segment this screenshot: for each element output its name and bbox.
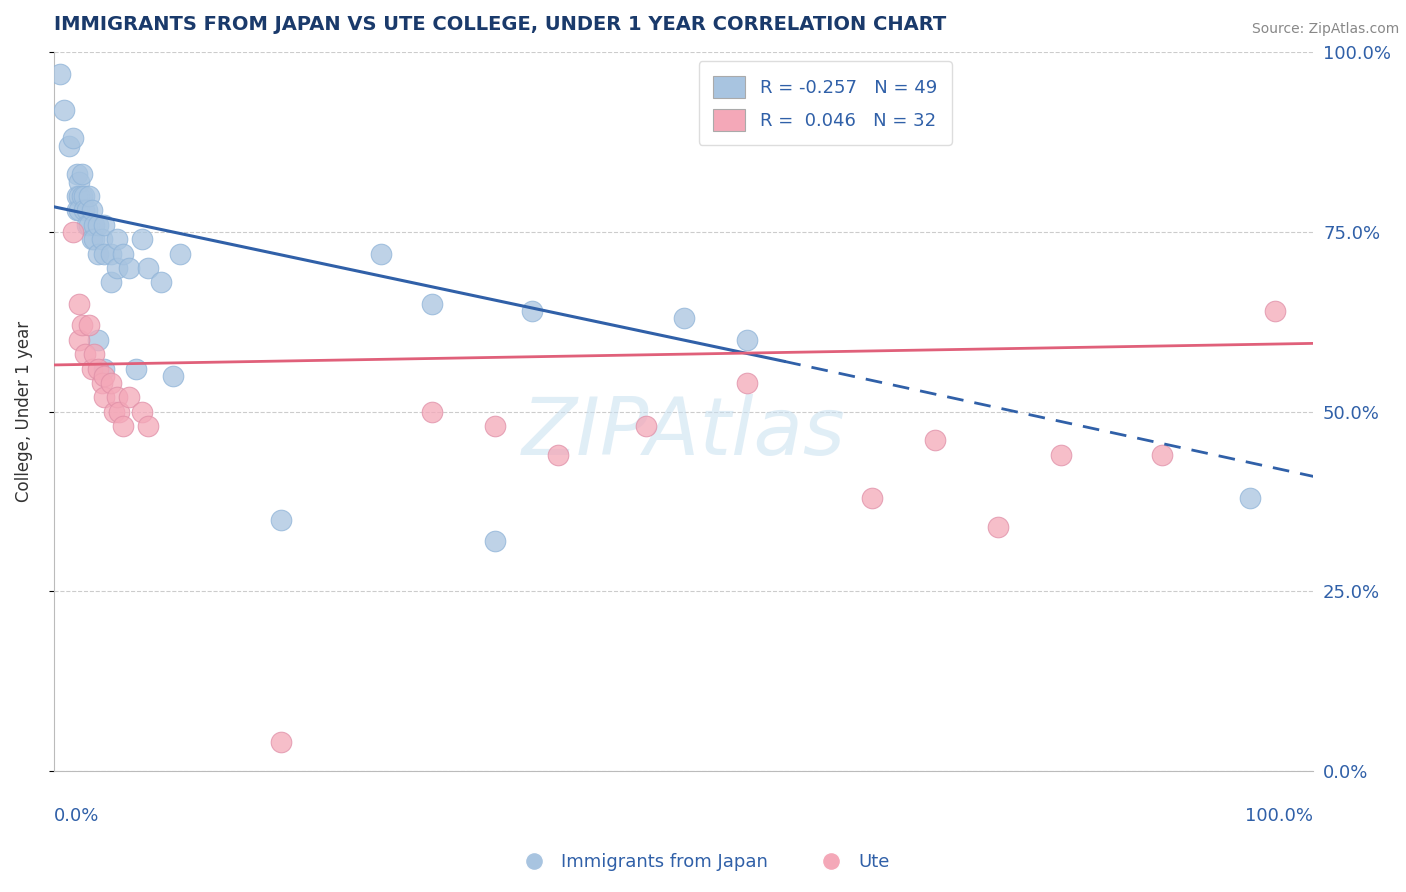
Text: 0.0%: 0.0% xyxy=(53,807,100,825)
Legend: Immigrants from Japan, Ute: Immigrants from Japan, Ute xyxy=(509,847,897,879)
Point xyxy=(90,376,112,390)
Point xyxy=(522,304,544,318)
Point xyxy=(136,419,159,434)
Point xyxy=(67,203,90,218)
Point xyxy=(125,361,148,376)
Point xyxy=(87,246,110,260)
Point xyxy=(67,189,90,203)
Point xyxy=(70,168,93,182)
Point xyxy=(100,246,122,260)
Point xyxy=(76,218,98,232)
Text: 100.0%: 100.0% xyxy=(1246,807,1313,825)
Point xyxy=(77,218,100,232)
Point xyxy=(547,448,569,462)
Legend: R = -0.257   N = 49, R =  0.046   N = 32: R = -0.257 N = 49, R = 0.046 N = 32 xyxy=(699,62,952,145)
Point xyxy=(67,297,90,311)
Point xyxy=(70,189,93,203)
Point xyxy=(105,260,128,275)
Point xyxy=(420,405,443,419)
Point xyxy=(1152,448,1174,462)
Point xyxy=(370,246,392,260)
Point xyxy=(484,534,506,549)
Point xyxy=(80,203,103,218)
Point xyxy=(83,218,105,232)
Point xyxy=(65,203,87,218)
Point xyxy=(93,390,115,404)
Point xyxy=(93,361,115,376)
Text: ZIPAtlas: ZIPAtlas xyxy=(522,394,845,472)
Point xyxy=(62,131,84,145)
Text: Source: ZipAtlas.com: Source: ZipAtlas.com xyxy=(1251,22,1399,37)
Point xyxy=(484,419,506,434)
Point xyxy=(270,735,292,749)
Point xyxy=(1050,448,1073,462)
Point xyxy=(65,189,87,203)
Point xyxy=(735,376,758,390)
Point xyxy=(131,232,153,246)
Point xyxy=(169,246,191,260)
Point xyxy=(87,333,110,347)
Point xyxy=(93,368,115,383)
Point xyxy=(105,390,128,404)
Point xyxy=(87,218,110,232)
Point xyxy=(136,260,159,275)
Point xyxy=(73,203,96,218)
Point xyxy=(420,297,443,311)
Point xyxy=(100,376,122,390)
Point xyxy=(100,275,122,289)
Point xyxy=(131,405,153,419)
Point xyxy=(83,232,105,246)
Point xyxy=(118,390,141,404)
Point xyxy=(1239,491,1261,505)
Point xyxy=(67,333,90,347)
Point xyxy=(65,168,87,182)
Point xyxy=(162,368,184,383)
Point xyxy=(270,512,292,526)
Point xyxy=(108,405,131,419)
Point xyxy=(987,519,1010,533)
Point xyxy=(70,318,93,333)
Point xyxy=(1264,304,1286,318)
Point xyxy=(67,175,90,189)
Point xyxy=(76,203,98,218)
Point xyxy=(112,246,135,260)
Point xyxy=(93,218,115,232)
Point xyxy=(735,333,758,347)
Point xyxy=(58,138,80,153)
Point xyxy=(83,347,105,361)
Point xyxy=(672,311,695,326)
Y-axis label: College, Under 1 year: College, Under 1 year xyxy=(15,321,32,502)
Point xyxy=(90,232,112,246)
Text: IMMIGRANTS FROM JAPAN VS UTE COLLEGE, UNDER 1 YEAR CORRELATION CHART: IMMIGRANTS FROM JAPAN VS UTE COLLEGE, UN… xyxy=(53,15,946,34)
Point xyxy=(862,491,884,505)
Point xyxy=(77,189,100,203)
Point xyxy=(149,275,172,289)
Point xyxy=(75,347,97,361)
Point xyxy=(62,225,84,239)
Point xyxy=(52,103,75,117)
Point xyxy=(93,246,115,260)
Point xyxy=(924,434,946,448)
Point xyxy=(73,189,96,203)
Point xyxy=(112,419,135,434)
Point xyxy=(87,361,110,376)
Point xyxy=(77,318,100,333)
Point xyxy=(103,405,125,419)
Point xyxy=(634,419,657,434)
Point xyxy=(49,67,72,81)
Point xyxy=(80,361,103,376)
Point xyxy=(118,260,141,275)
Point xyxy=(80,232,103,246)
Point xyxy=(105,232,128,246)
